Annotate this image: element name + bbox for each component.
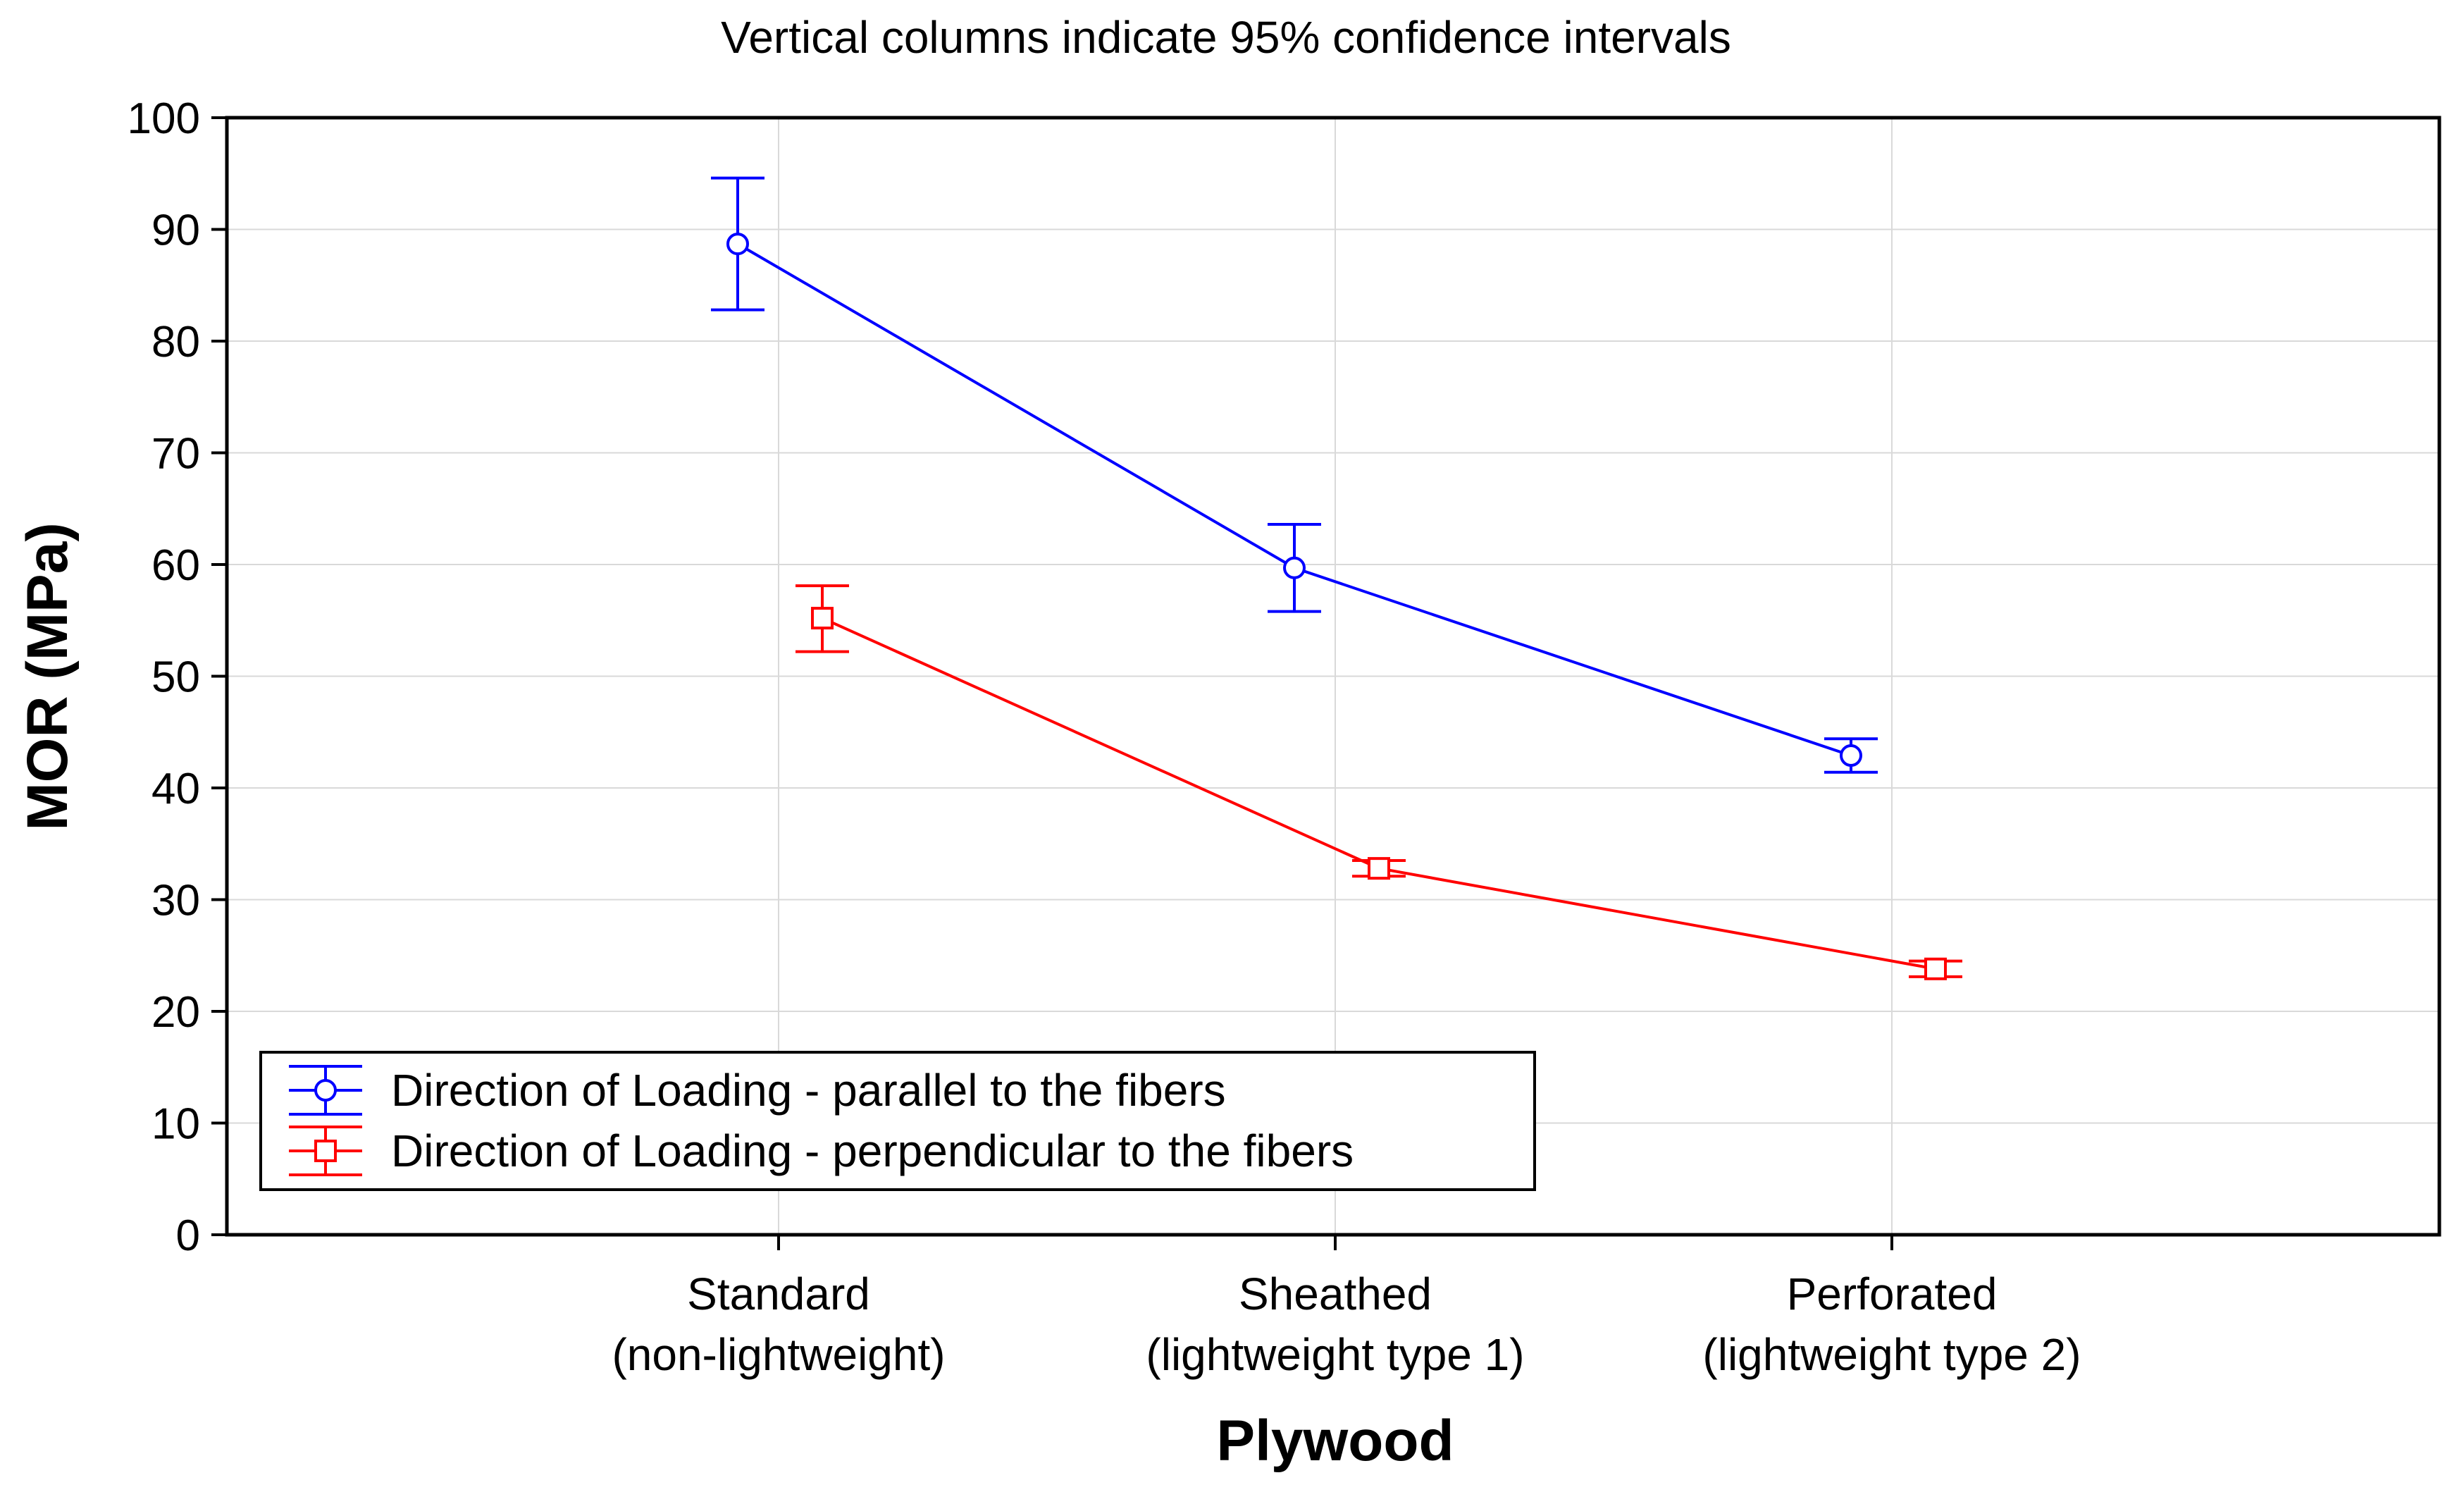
x-axis-label: Plywood (1216, 1409, 1454, 1473)
data-point (1840, 744, 1862, 767)
data-point (1924, 957, 1947, 980)
x-tick-label: (non-lightweight) (612, 1329, 945, 1380)
data-point (1283, 556, 1306, 579)
data-point (811, 607, 834, 630)
y-tick-label: 90 (151, 206, 200, 255)
series-1 (711, 176, 1878, 774)
axis-layer: 0 10 20 30 40 50 60 70 80 90 100 Standard (non-light… (128, 94, 2081, 1380)
series-line (822, 617, 1936, 970)
data-point (726, 233, 749, 256)
series-line (736, 242, 1852, 757)
data-point (1368, 857, 1390, 880)
legend: Direction of Loading - parallel to the f… (259, 1051, 1536, 1191)
y-tick-label: 20 (151, 988, 200, 1037)
x-tick-label: (lightweight type 1) (1146, 1329, 1524, 1380)
x-tick-label: Perforated (1787, 1269, 1998, 1319)
series-2 (795, 584, 1962, 980)
x-tick-label: Standard (687, 1269, 870, 1319)
chart-title: Vertical columns indicate 95% confidence… (721, 12, 1731, 63)
x-tick-label: Sheathed (1239, 1269, 1432, 1319)
y-tick-label: 60 (151, 541, 200, 590)
y-tick-label: 10 (151, 1100, 200, 1149)
legend-marker-icon (314, 1140, 337, 1162)
y-tick-label: 100 (128, 94, 200, 143)
legend-label: Direction of Loading - perpendicular to … (391, 1126, 1354, 1176)
grid-layer (227, 118, 2439, 1235)
x-tick-label: (lightweight type 2) (1702, 1329, 2081, 1380)
y-axis-label: MOR (MPa) (16, 522, 80, 830)
series-layer (711, 176, 1962, 980)
legend-marker-icon (314, 1079, 337, 1102)
y-tick-label: 70 (151, 430, 200, 479)
y-tick-label: 40 (151, 765, 200, 813)
y-tick-label: 30 (151, 877, 200, 925)
legend-label: Direction of Loading - parallel to the f… (391, 1065, 1226, 1116)
y-tick-label: 50 (151, 653, 200, 702)
legend-box (259, 1051, 1536, 1191)
y-tick-label: 0 (176, 1212, 200, 1260)
y-tick-label: 80 (151, 318, 200, 366)
